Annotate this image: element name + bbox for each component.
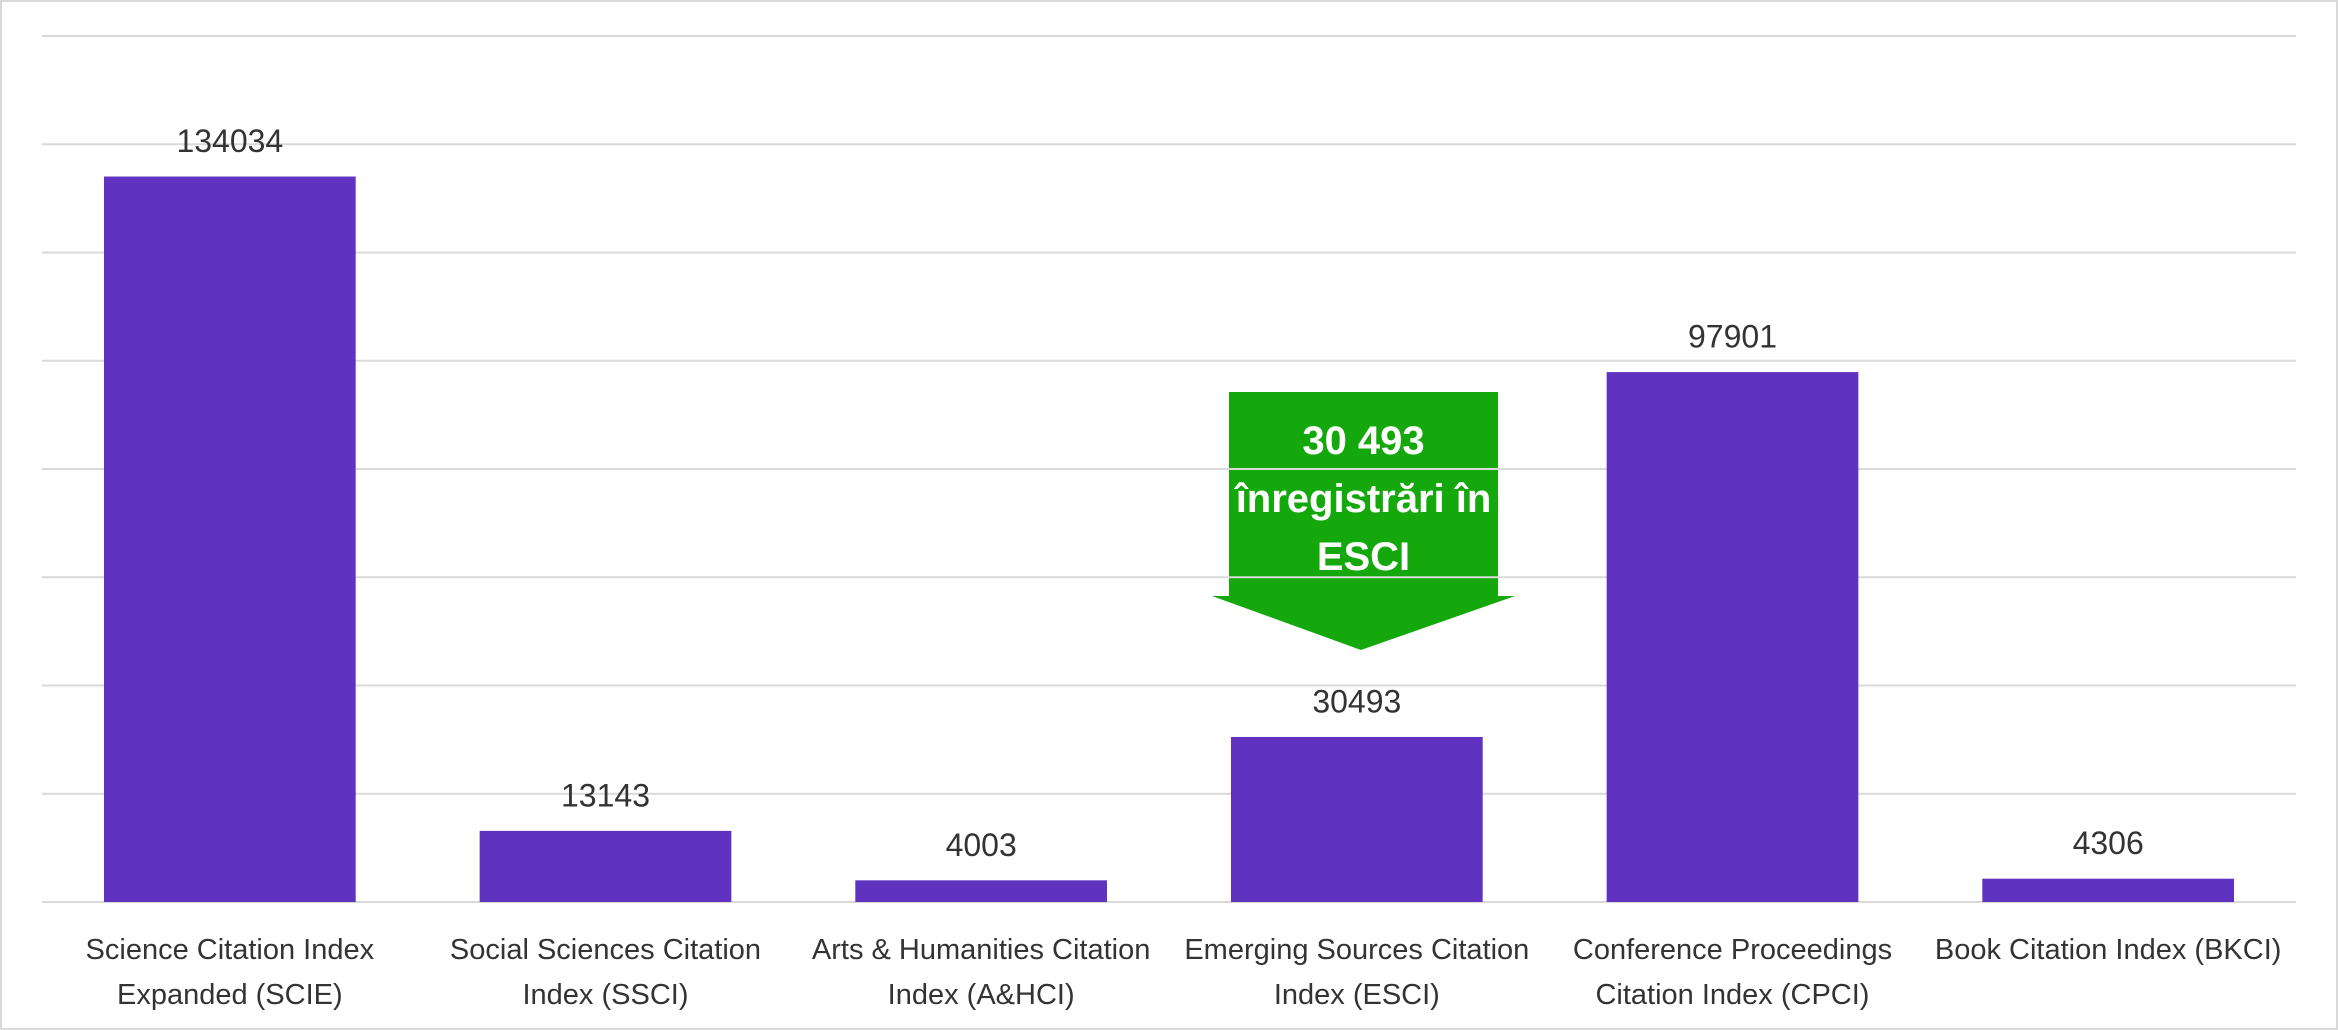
value-label: 4306 xyxy=(2073,825,2144,861)
bar xyxy=(479,830,732,902)
x-tick-label: Arts & Humanities Citation Index (A&HCI) xyxy=(811,934,1151,1011)
annotation-arrow xyxy=(1212,392,1515,650)
x-tick-label: Emerging Sources Citation Index (ESCI) xyxy=(1184,934,1530,1011)
annotation: 30 493 înregistrări în ESCI xyxy=(1235,419,1492,579)
bar xyxy=(1982,878,2235,902)
value-label: 4003 xyxy=(946,827,1017,863)
arrow-shape xyxy=(1212,392,1515,650)
value-label: 97901 xyxy=(1688,319,1777,355)
bar xyxy=(1606,372,1859,902)
x-tick-label: Science Citation Index Expanded (SCIE) xyxy=(85,934,375,1011)
value-label: 134034 xyxy=(176,123,283,159)
value-label: 30493 xyxy=(1312,683,1401,719)
bar xyxy=(855,880,1108,902)
value-label: 13143 xyxy=(561,777,650,813)
x-tick-label: Book Citation Index (BKCI) xyxy=(1934,934,2282,966)
x-tick-label: Social Sciences Citation Index (SSCI) xyxy=(449,934,762,1011)
x-tick-label: Conference Proceedings Citation Index (C… xyxy=(1572,934,1893,1011)
bar xyxy=(1230,736,1483,902)
bar xyxy=(103,176,356,903)
